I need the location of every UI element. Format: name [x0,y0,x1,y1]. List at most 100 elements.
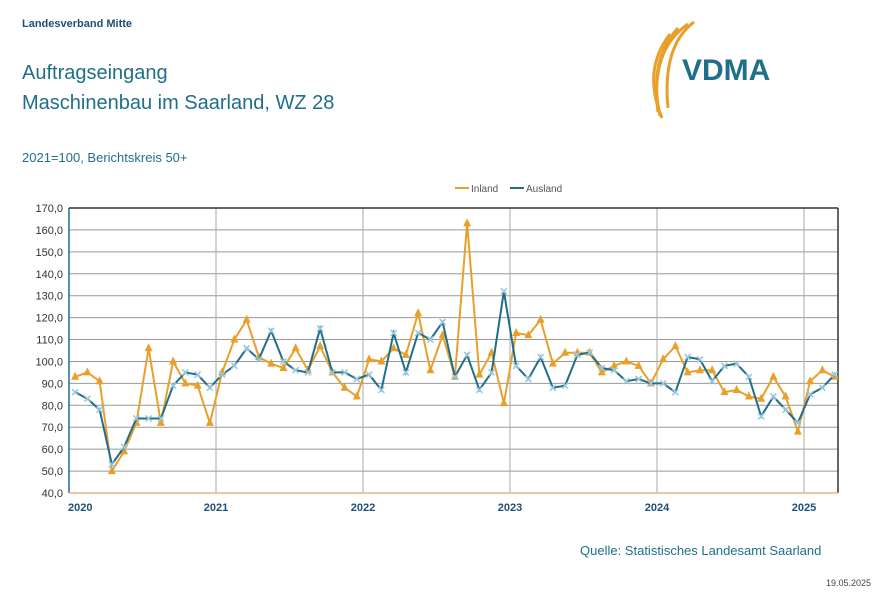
data-point-inland [291,343,300,352]
data-point-inland [107,466,116,475]
data-point-inland [781,391,790,400]
data-point-inland [389,343,398,352]
data-point-ausland [561,382,569,390]
data-point-inland [610,360,619,369]
data-point-inland [659,354,668,363]
data-point-inland [512,327,521,336]
data-point-ausland [426,335,434,344]
data-point-inland [757,393,766,402]
data-point-ausland [402,368,410,376]
y-tick-label: 80,0 [42,400,63,412]
data-point-ausland [720,362,728,370]
data-point-inland [438,330,447,339]
data-point-inland [426,365,435,374]
legend-label: Ausland [526,184,562,195]
data-point-ausland [622,377,630,385]
y-tick-label: 110,0 [36,335,63,347]
data-point-ausland [818,384,826,392]
data-point-ausland [316,325,324,333]
data-point-ausland [120,443,128,451]
y-tick-label: 160,0 [35,225,63,237]
data-point-inland [352,391,361,400]
title-line1: Auftragseingang [22,62,168,84]
data-point-ausland [353,375,361,383]
data-point-ausland [292,366,300,374]
data-point-ausland [328,368,336,376]
data-point-inland [230,334,239,343]
y-tick-label: 140,0 [35,269,63,281]
data-point-inland [720,387,729,396]
data-point-inland [144,343,153,352]
data-point-ausland [512,362,520,370]
org-name: Landesverband Mitte [22,18,133,30]
data-point-ausland [377,386,385,394]
x-tick-label: 2020 [68,502,92,514]
data-point-ausland [500,287,508,295]
data-point-ausland [365,371,373,379]
data-point-inland [71,371,80,380]
data-point-ausland [255,355,263,363]
data-point-ausland [218,371,226,379]
data-point-inland [671,341,680,350]
data-point-ausland [71,388,79,396]
data-point-ausland [659,379,667,387]
y-tick-label: 60,0 [42,444,63,456]
data-point-ausland [745,373,753,381]
data-point-ausland [439,318,447,326]
data-point-inland [769,371,778,380]
data-point-inland [120,446,129,455]
data-point-inland [205,417,214,426]
data-point-inland [475,369,484,378]
data-point-inland [499,398,508,407]
data-point-ausland [696,355,704,363]
data-point-ausland [635,375,643,383]
subtitle: 2021=100, Berichtskreis 50+ [22,150,188,165]
data-point-inland [524,330,533,339]
y-tick-label: 70,0 [42,422,63,434]
x-tick-label: 2023 [498,502,522,514]
series-line-inland [74,223,836,474]
data-point-ausland [194,371,202,379]
data-point-ausland [206,384,214,392]
x-tick-label: 2021 [204,502,228,514]
data-point-ausland [475,386,483,394]
data-point-ausland [488,368,496,376]
data-point-inland [708,365,717,374]
y-tick-label: 100,0 [35,356,63,368]
data-point-ausland [769,392,777,401]
data-point-inland [193,380,202,389]
data-point-inland [536,314,545,323]
data-point-ausland [537,353,545,361]
data-point-inland [634,360,643,369]
data-point-inland [818,365,827,374]
data-point-inland [561,347,570,356]
data-point-ausland [806,390,814,398]
data-point-inland [95,376,104,385]
data-point-ausland [181,368,189,376]
data-point-ausland [414,329,422,337]
data-point-inland [683,367,692,376]
data-point-ausland [733,360,741,368]
x-tick-label: 2024 [645,502,670,514]
data-point-ausland [757,412,765,420]
data-point-inland [242,314,251,323]
data-point-ausland [230,362,238,370]
data-point-inland [340,382,349,391]
data-point-inland [401,349,410,358]
data-point-inland [732,384,741,393]
y-tick-label: 130,0 [35,291,63,303]
x-tick-label: 2022 [351,502,375,514]
data-point-inland [169,356,178,365]
data-point-inland [744,391,753,400]
title-line2: Maschinenbau im Saarland, WZ 28 [22,92,335,114]
data-point-ausland [145,414,153,423]
legend-label: Inland [471,184,498,195]
data-point-inland [463,218,472,227]
data-point-ausland [243,344,251,352]
data-point-inland [156,417,165,426]
data-point-ausland [524,375,532,383]
data-point-ausland [573,351,581,359]
data-point-ausland [463,351,471,359]
data-point-ausland [108,460,116,469]
